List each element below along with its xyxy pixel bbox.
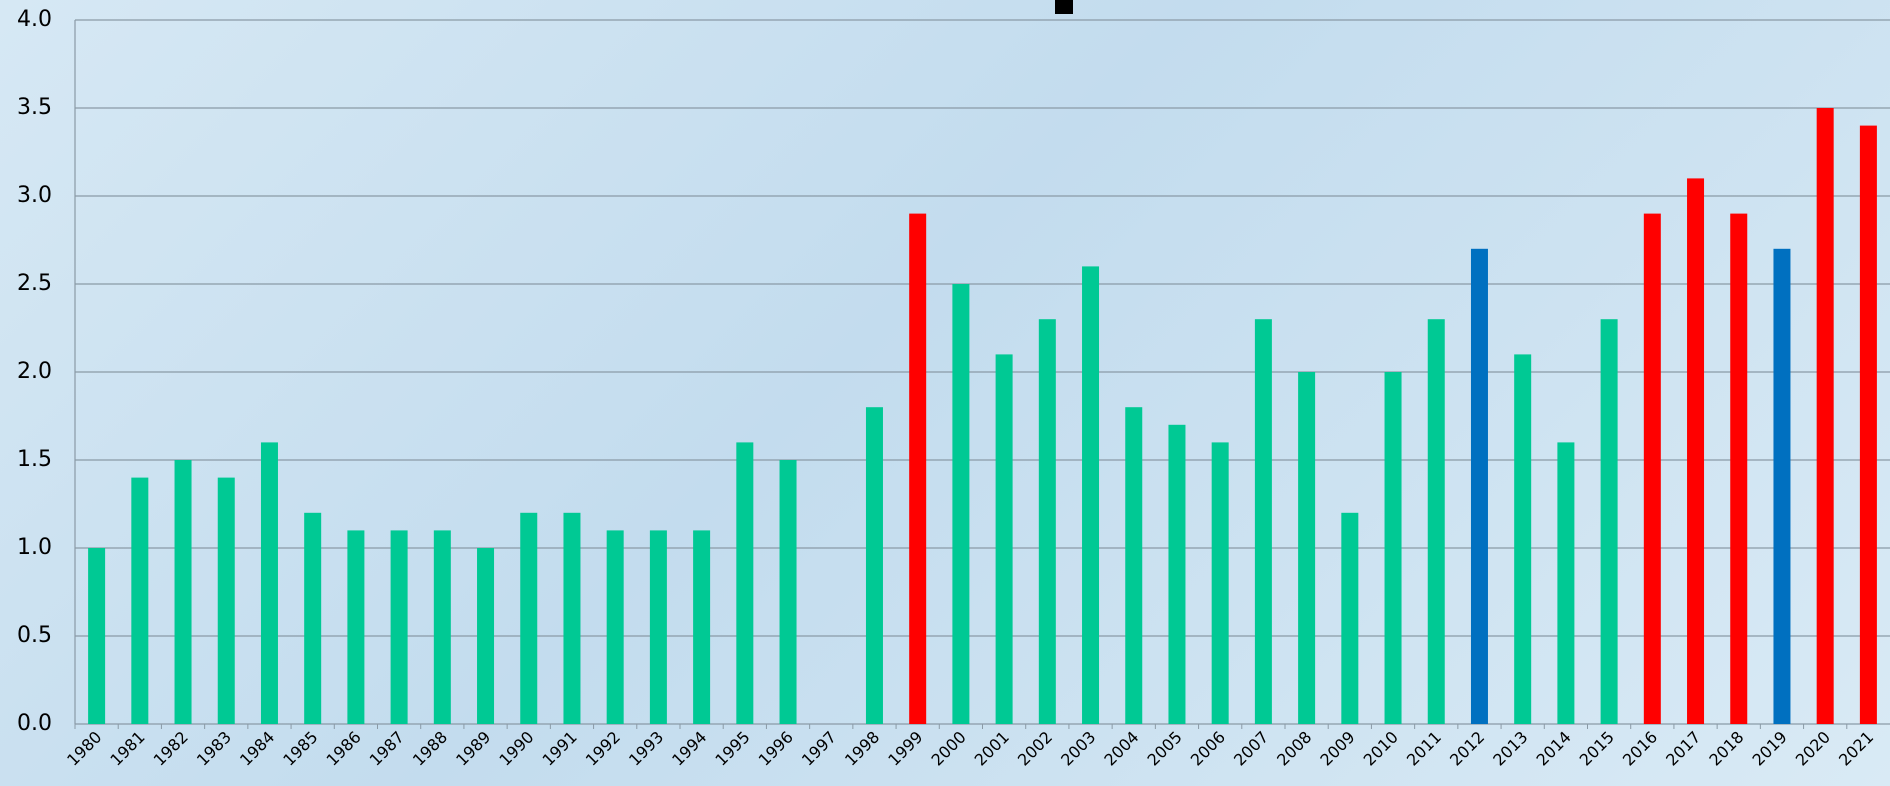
x-tick-label: 2004: [1100, 727, 1142, 769]
x-tick-label: 1995: [711, 727, 753, 769]
x-tick-label: 1985: [279, 727, 321, 769]
bar: [1254, 319, 1272, 724]
y-tick-label: 2.0: [17, 359, 52, 384]
y-tick-label: 3.5: [17, 95, 52, 120]
x-tick-label: 1991: [539, 727, 581, 769]
bar: [1341, 512, 1359, 724]
bar: [520, 512, 538, 724]
bar: [174, 460, 192, 724]
bar: [1298, 372, 1316, 724]
y-tick-label: 4.0: [17, 7, 52, 32]
bar: [131, 477, 149, 724]
bar: [1557, 442, 1575, 724]
x-tick-label: 2009: [1316, 727, 1358, 769]
x-tick-label: 2001: [971, 727, 1013, 769]
bar: [1643, 213, 1661, 724]
x-tick-label: 2015: [1576, 727, 1618, 769]
bar: [606, 530, 624, 724]
x-tick-label: 1980: [63, 727, 105, 769]
title-fragment: [1055, 0, 1073, 14]
x-tick-label: 2006: [1187, 727, 1229, 769]
x-tick-label: 1988: [409, 727, 451, 769]
bar: [1730, 213, 1748, 724]
bar: [779, 460, 797, 724]
x-tick-label: 1999: [884, 727, 926, 769]
bar: [217, 477, 235, 724]
bar: [909, 213, 927, 724]
x-tick-label: 1997: [798, 727, 840, 769]
bar: [477, 548, 495, 724]
x-tick-label: 1987: [366, 727, 408, 769]
x-tick-label: 1982: [150, 727, 192, 769]
bar: [1384, 372, 1402, 724]
y-tick-label: 3.0: [17, 183, 52, 208]
bar: [1082, 266, 1100, 724]
bar: [260, 442, 278, 724]
bar: [1600, 319, 1618, 724]
x-tick-label: 2008: [1273, 727, 1315, 769]
x-tick-label: 1990: [495, 727, 537, 769]
x-tick-label: 2005: [1144, 727, 1186, 769]
bar: [1514, 354, 1532, 724]
x-tick-label: 2002: [1014, 727, 1056, 769]
bar: [88, 548, 106, 724]
x-tick-label: 2013: [1489, 727, 1531, 769]
bar: [1859, 125, 1877, 725]
bar: [347, 530, 365, 724]
x-tick-label: 2018: [1705, 727, 1747, 769]
bar: [433, 530, 451, 724]
bar: [995, 354, 1013, 724]
x-tick-label: 1986: [322, 727, 364, 769]
bar: [1427, 319, 1445, 724]
bar: [1211, 442, 1229, 724]
bar: [649, 530, 667, 724]
x-tick-label: 1983: [193, 727, 235, 769]
bar: [563, 512, 581, 724]
x-tick-label: 1981: [106, 727, 148, 769]
y-tick-label: 1.0: [17, 535, 52, 560]
x-tick-label: 2016: [1619, 727, 1661, 769]
y-tick-label: 2.5: [17, 271, 52, 296]
x-tick-label: 1993: [625, 727, 667, 769]
x-tick-label: 1989: [452, 727, 494, 769]
x-tick-label: 1998: [841, 727, 883, 769]
x-tick-label: 2021: [1835, 727, 1877, 769]
y-tick-label: 0.0: [17, 711, 52, 736]
x-tick-label: 2020: [1792, 727, 1834, 769]
y-tick-label: 0.5: [17, 623, 52, 648]
x-tick-label: 1996: [755, 727, 797, 769]
x-tick-label: 2010: [1360, 727, 1402, 769]
bar: [1168, 424, 1186, 724]
bar: [736, 442, 754, 724]
y-tick-label: 1.5: [17, 447, 52, 472]
bar: [1038, 319, 1056, 724]
x-tick-label: 2012: [1446, 727, 1488, 769]
x-tick-label: 2003: [1057, 727, 1099, 769]
x-tick-label: 1994: [668, 727, 710, 769]
x-tick-label: 2000: [927, 727, 969, 769]
x-tick-label: 2017: [1662, 727, 1704, 769]
bar: [952, 284, 970, 724]
bar: [1687, 178, 1705, 724]
x-tick-label: 2007: [1230, 727, 1272, 769]
bar: [1470, 248, 1488, 725]
x-tick-label: 2019: [1749, 727, 1791, 769]
bar: [1125, 407, 1143, 724]
bar: [304, 512, 322, 724]
x-tick-label: 2011: [1403, 727, 1445, 769]
bar: [865, 407, 883, 724]
x-tick-label: 1984: [236, 727, 278, 769]
bar: [693, 530, 711, 724]
bar: [1816, 108, 1834, 724]
bar: [1773, 248, 1791, 725]
bar: [390, 530, 408, 724]
x-tick-label: 2014: [1532, 727, 1574, 769]
x-tick-label: 1992: [582, 727, 624, 769]
